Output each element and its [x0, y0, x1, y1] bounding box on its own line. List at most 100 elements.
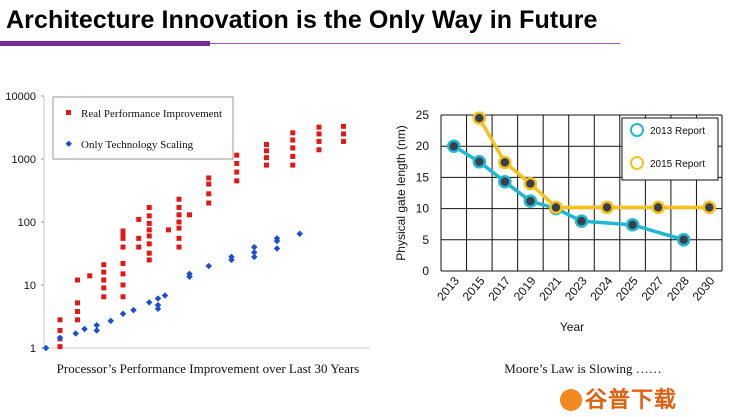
real-performance-point — [341, 138, 346, 144]
title-underline-accent — [0, 41, 210, 46]
real-performance-point — [176, 244, 182, 250]
real-performance-point — [316, 138, 322, 144]
real-performance-point — [290, 153, 296, 159]
real-performance-point — [75, 317, 80, 323]
y-tick-label: 20 — [416, 139, 430, 153]
real-performance-point — [176, 225, 182, 231]
technology-scaling-point — [273, 235, 281, 242]
technology-scaling-point — [296, 230, 304, 238]
technology-scaling-point — [72, 330, 80, 337]
watermark: 谷普下载 — [560, 382, 677, 414]
technology-scaling-point — [250, 253, 258, 261]
series-point — [472, 155, 487, 169]
legend-marker — [630, 156, 644, 170]
legend-label: 2013 Report — [650, 126, 705, 137]
real-performance-point — [136, 216, 142, 222]
real-performance-point — [101, 285, 107, 291]
real-performance-point — [146, 220, 152, 226]
real-performance-point — [264, 155, 269, 161]
legend-label: 2015 Report — [650, 159, 705, 170]
y-tick-label: 1 — [30, 343, 36, 355]
real-performance-point — [234, 169, 240, 175]
y-tick-label: 10 — [24, 280, 36, 292]
real-performance-point — [341, 131, 346, 137]
real-performance-point — [290, 137, 296, 143]
real-performance-point — [120, 260, 126, 266]
legend-tech-label: Only Technology Scaling — [81, 139, 194, 151]
real-performance-point — [146, 227, 152, 233]
real-performance-point — [57, 344, 63, 350]
technology-scaling-point — [81, 325, 88, 333]
y-axis-title: Physical gate length (nm) — [394, 125, 408, 260]
legend-marker — [630, 123, 644, 137]
y-tick-label: 10000 — [5, 91, 36, 103]
series-point — [702, 200, 716, 215]
legend-real-label: Real Performance Improvement — [81, 108, 222, 120]
real-performance-point — [146, 257, 152, 263]
real-performance-point — [264, 148, 269, 154]
real-performance-point — [136, 235, 142, 241]
real-performance-point — [87, 273, 93, 279]
real-performance-point — [120, 228, 126, 234]
real-performance-point — [75, 308, 80, 314]
real-performance-point — [176, 204, 182, 210]
x-tick-label: 2024 — [587, 274, 615, 304]
series-point — [625, 218, 640, 232]
real-performance-point — [234, 160, 240, 166]
real-performance-point — [176, 235, 182, 241]
title-underline — [210, 43, 620, 44]
real-performance-point — [290, 145, 296, 151]
real-performance-point — [206, 200, 212, 206]
technology-scaling-point — [250, 249, 258, 256]
real-performance-point — [176, 196, 182, 202]
real-performance-point — [101, 262, 107, 268]
real-performance-point — [120, 235, 126, 241]
real-performance-point — [316, 124, 322, 130]
real-performance-point — [264, 162, 269, 168]
series-point — [498, 175, 512, 189]
real-performance-point — [75, 300, 80, 306]
real-performance-point — [57, 327, 63, 333]
real-performance-point — [234, 178, 240, 184]
page-title: Architecture Innovation is the Only Way … — [6, 6, 598, 34]
series-point — [498, 155, 512, 170]
y-tick-label: 10 — [416, 202, 430, 216]
y-tick-label: 0 — [422, 264, 429, 278]
y-tick-label: 5 — [422, 233, 429, 247]
real-performance-point — [146, 241, 152, 247]
technology-scaling-point — [273, 245, 281, 252]
technology-scaling-point — [228, 253, 235, 261]
y-tick-label: 100 — [18, 217, 36, 229]
series-point — [472, 111, 487, 125]
y-tick-label: 25 — [416, 108, 430, 122]
y-tick-label: 1000 — [12, 154, 36, 166]
real-performance-point — [75, 277, 80, 283]
real-performance-point — [120, 244, 126, 250]
x-tick-label: 2028 — [664, 274, 692, 304]
real-performance-point — [120, 231, 126, 237]
series-point — [676, 233, 691, 247]
real-performance-point — [146, 250, 152, 256]
real-performance-point — [206, 191, 212, 197]
real-performance-point — [101, 269, 107, 275]
real-performance-point — [316, 131, 322, 137]
watermark-text: 谷普下载 — [585, 388, 678, 413]
real-performance-point — [176, 212, 182, 218]
real-performance-point — [146, 213, 152, 219]
series-point — [651, 200, 665, 215]
real-performance-point — [120, 282, 126, 288]
real-performance-point — [166, 227, 171, 233]
series-point — [447, 139, 461, 153]
technology-scaling-point — [130, 306, 137, 314]
series-point — [574, 214, 589, 228]
x-tick-label: 2023 — [562, 274, 590, 304]
left-chart-caption: Processor’s Performance Improvement over… — [57, 361, 360, 376]
technology-scaling-point — [154, 301, 162, 309]
real-performance-point — [176, 219, 182, 225]
technology-scaling-point — [205, 262, 213, 270]
technology-scaling-point — [186, 270, 193, 278]
series-point — [523, 176, 538, 191]
x-tick-label: 2021 — [536, 274, 564, 304]
x-tick-label: 2027 — [639, 274, 667, 304]
